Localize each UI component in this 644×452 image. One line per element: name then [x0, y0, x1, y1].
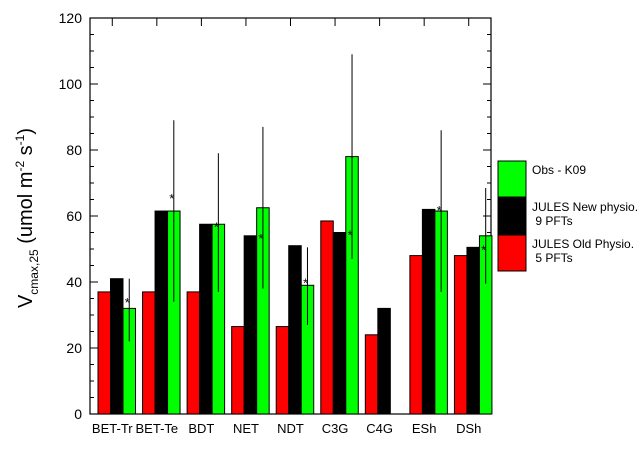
bar-dsh-series-1	[466, 246, 480, 415]
bar-dsh-series-0	[453, 255, 468, 415]
bar-bet-tr-series-0	[97, 291, 111, 415]
x-tick-label-bet-te: BET-Te	[136, 421, 179, 436]
y-axis-label-sub: cmax,25	[27, 249, 41, 295]
legend-label-2: Obs - K09	[532, 163, 586, 177]
x-tick-label-c3g: C3G	[322, 421, 349, 436]
y-axis-label-main: V	[15, 294, 37, 308]
asterisk-marker-bet-tr: *	[125, 295, 130, 310]
bar-c4g-series-1	[377, 307, 391, 415]
legend-swatch-2	[497, 160, 527, 198]
legend-label-line: 9 PFTs	[532, 214, 573, 228]
bar-net-series-1	[243, 235, 258, 415]
legend-swatch-0	[497, 234, 527, 272]
bar-c3g-series-1	[332, 232, 347, 415]
legend-label-0: JULES Old Physio. 5 PFTs	[532, 237, 634, 265]
x-tick-label-esh: ESh	[412, 421, 437, 436]
bar-bdt-series-0	[186, 291, 201, 415]
bar-bdt-series-1	[199, 223, 213, 415]
y-tick-label: 40	[66, 274, 82, 290]
bar-c4g-series-0	[364, 334, 379, 415]
bar-esh-series-1	[421, 208, 436, 415]
asterisk-marker-ndt: *	[303, 275, 308, 290]
x-tick-label-ndt: NDT	[277, 421, 304, 436]
legend-swatch-1	[497, 197, 527, 235]
legend-label-1: JULES New physio. 9 PFTs	[532, 200, 638, 228]
asterisk-marker-bdt: *	[214, 219, 219, 234]
bar-bet-tr-series-1	[110, 278, 124, 415]
y-axis-label: Vcmax,25 (umol m-2 s-1)	[13, 128, 41, 308]
asterisk-marker-esh: *	[437, 203, 442, 218]
asterisk-marker-net: *	[258, 231, 263, 246]
y-axis-label-mid: s	[15, 145, 37, 161]
y-tick-label: 60	[66, 208, 82, 224]
bar-esh-series-0	[409, 255, 423, 415]
legend-label-line: Obs - K09	[532, 163, 586, 177]
bar-bet-te-series-1	[154, 210, 169, 415]
bars	[97, 156, 493, 415]
x-tick-label-dsh: DSh	[456, 421, 481, 436]
x-tick-label-net: NET	[233, 421, 259, 436]
asterisk-marker-bet-te: *	[169, 191, 174, 206]
y-axis-label-unit-open: (umol m	[15, 172, 37, 250]
y-tick-label: 120	[59, 10, 83, 26]
y-tick-label: 80	[66, 142, 82, 158]
y-tick-label: 0	[74, 406, 82, 422]
bar-net-series-0	[231, 326, 245, 415]
x-tick-label-bet-tr: BET-Tr	[92, 421, 133, 436]
x-tick-label-c4g: C4G	[366, 421, 393, 436]
bar-bet-te-series-0	[142, 291, 156, 415]
x-tick-label-bdt: BDT	[188, 421, 214, 436]
legend-label-line: JULES New physio.	[532, 200, 638, 214]
bar-ndt-series-0	[275, 326, 290, 415]
y-axis-label-sup2: -1	[13, 134, 27, 145]
asterisk-marker-dsh: *	[481, 242, 486, 257]
y-axis-label-close: )	[15, 128, 37, 135]
y-tick-label: 100	[59, 76, 83, 92]
y-tick-label: 20	[66, 340, 82, 356]
y-axis-label-sup1: -2	[13, 161, 27, 172]
legend-label-line: JULES Old Physio.	[532, 237, 634, 251]
asterisk-marker-c3g: *	[347, 228, 352, 243]
error-bars: * * * * * * * *	[125, 54, 486, 342]
bar-c3g-series-0	[320, 220, 334, 415]
legend: Obs - K09 JULES New physio. 9 PFTs JULES O…	[497, 160, 638, 272]
bar-ndt-series-1	[288, 245, 302, 415]
legend-label-line: 5 PFTs	[532, 251, 573, 265]
